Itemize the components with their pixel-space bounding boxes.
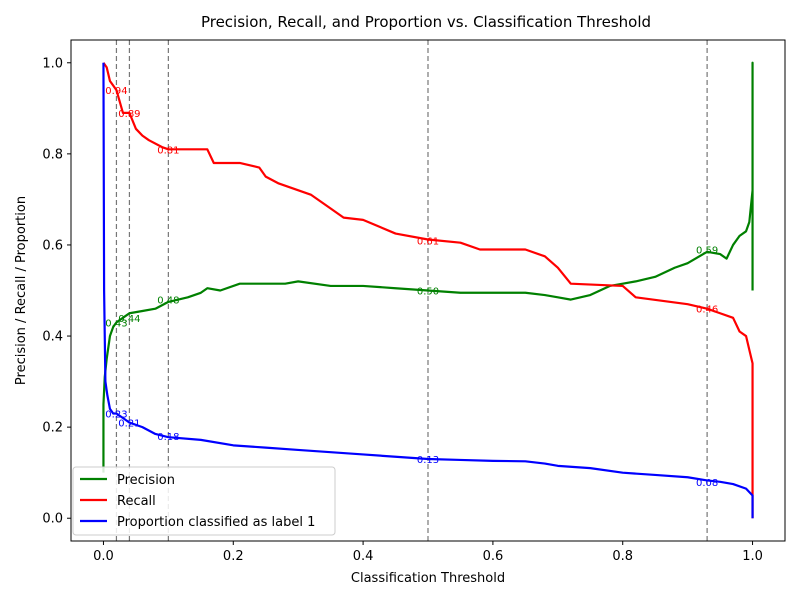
legend: Precision Recall Proportion classified as … — [72, 466, 336, 536]
annotation-5: 0.43 — [105, 318, 127, 329]
y-tick-label-3: 0.6 — [42, 238, 63, 253]
x-axis-label: Classification Threshold — [351, 571, 505, 586]
y-tick-label-4: 0.8 — [42, 147, 63, 162]
series-line-2 — [102, 62, 754, 519]
annotation-10: 0.23 — [105, 409, 127, 420]
annotation-1: 0.89 — [118, 109, 140, 120]
annotation-6: 0.44 — [118, 314, 140, 325]
annotation-3: 0.61 — [417, 236, 439, 247]
plot-area: 0.94 0.89 0.81 0.61 0.46 0.430.44 0.48 0.50 0.59… — [102, 40, 754, 541]
y-tick-label-5: 1.0 — [42, 56, 63, 71]
plot-frame — [70, 39, 786, 542]
y-axis: 0.0 0.2 0.4 0.6 0.8 1.0 — [42, 56, 71, 527]
x-tick-label-2: 0.4 — [353, 549, 374, 564]
annotation-13: 0.13 — [417, 455, 439, 466]
y-tick-label-2: 0.4 — [42, 330, 63, 345]
chart-title: Precision, Recall, and Proportion vs. Cl… — [201, 13, 651, 31]
x-tick-label-3: 0.6 — [483, 549, 504, 564]
legend-label-2: Proportion classified as label 1 — [117, 515, 315, 530]
series-lines — [102, 61, 754, 519]
annotation-7: 0.48 — [157, 296, 179, 307]
annotation-12: 0.18 — [157, 432, 179, 443]
series-line-1 — [102, 62, 754, 519]
x-tick-label-1: 0.2 — [223, 549, 244, 564]
legend-label-0: Precision — [117, 473, 175, 488]
legend-box — [72, 466, 336, 536]
y-axis-label: Precision / Recall / Proportion — [14, 196, 29, 385]
annotation-4: 0.46 — [696, 305, 718, 316]
x-axis: 0.0 0.2 0.4 0.6 0.8 1.0 — [93, 541, 763, 564]
y-tick-label-0: 0.0 — [42, 512, 63, 527]
annotation-9: 0.59 — [696, 246, 718, 257]
annotation-14: 0.08 — [696, 478, 718, 489]
x-tick-label-4: 0.8 — [612, 549, 633, 564]
legend-label-1: Recall — [117, 494, 156, 509]
x-tick-label-0: 0.0 — [93, 549, 114, 564]
annotation-11: 0.21 — [118, 419, 140, 430]
annotation-8: 0.50 — [417, 287, 439, 298]
series-line-0 — [102, 61, 754, 473]
annotation-2: 0.81 — [157, 145, 179, 156]
y-tick-label-1: 0.2 — [42, 421, 63, 436]
annotation-0: 0.94 — [105, 86, 127, 97]
x-tick-label-5: 1.0 — [742, 549, 763, 564]
